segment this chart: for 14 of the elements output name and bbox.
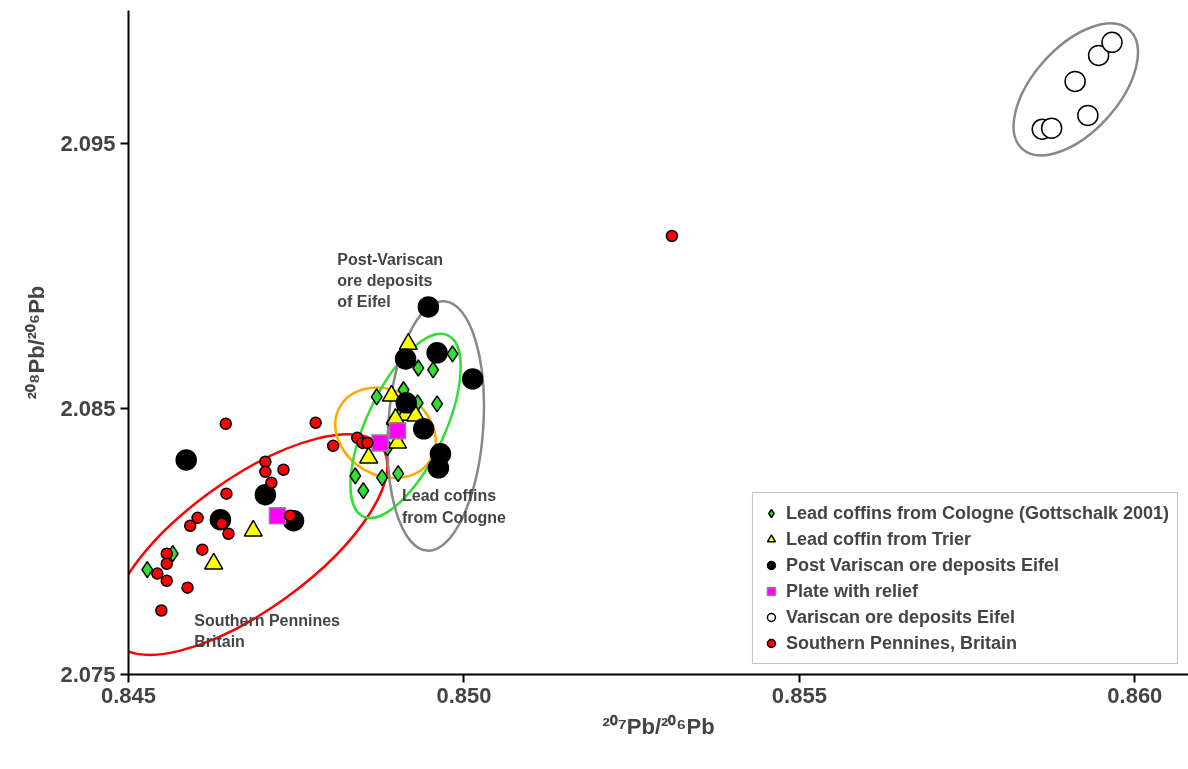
x-tick-label: 0.850	[436, 682, 492, 708]
annotation: Post-Variscan ore deposits of Eifel	[337, 250, 444, 311]
legend-label: Southern Pennines, Britain	[785, 631, 1017, 655]
legend-label: Plate with relief	[785, 579, 918, 603]
y-tick-label: 2.095	[60, 130, 116, 156]
legend-label: Post Variscan ore deposits Eifel	[785, 553, 1060, 577]
x-tick-label: 0.855	[771, 682, 827, 708]
legend-label: Variscan ore deposits Eifel	[785, 605, 1016, 629]
y-axis-title: ²⁰⁸Pb/²⁰⁶Pb	[24, 285, 50, 400]
y-tick-label: 2.085	[60, 396, 116, 422]
legend-label: Lead coffins from Cologne (Gottschalk 2001)	[785, 501, 1169, 525]
x-tick-label: 0.860	[1107, 682, 1163, 708]
x-axis-title: ²⁰⁷Pb/²⁰⁶Pb	[602, 713, 715, 739]
legend-label: Lead coffin from Trier	[785, 527, 971, 551]
